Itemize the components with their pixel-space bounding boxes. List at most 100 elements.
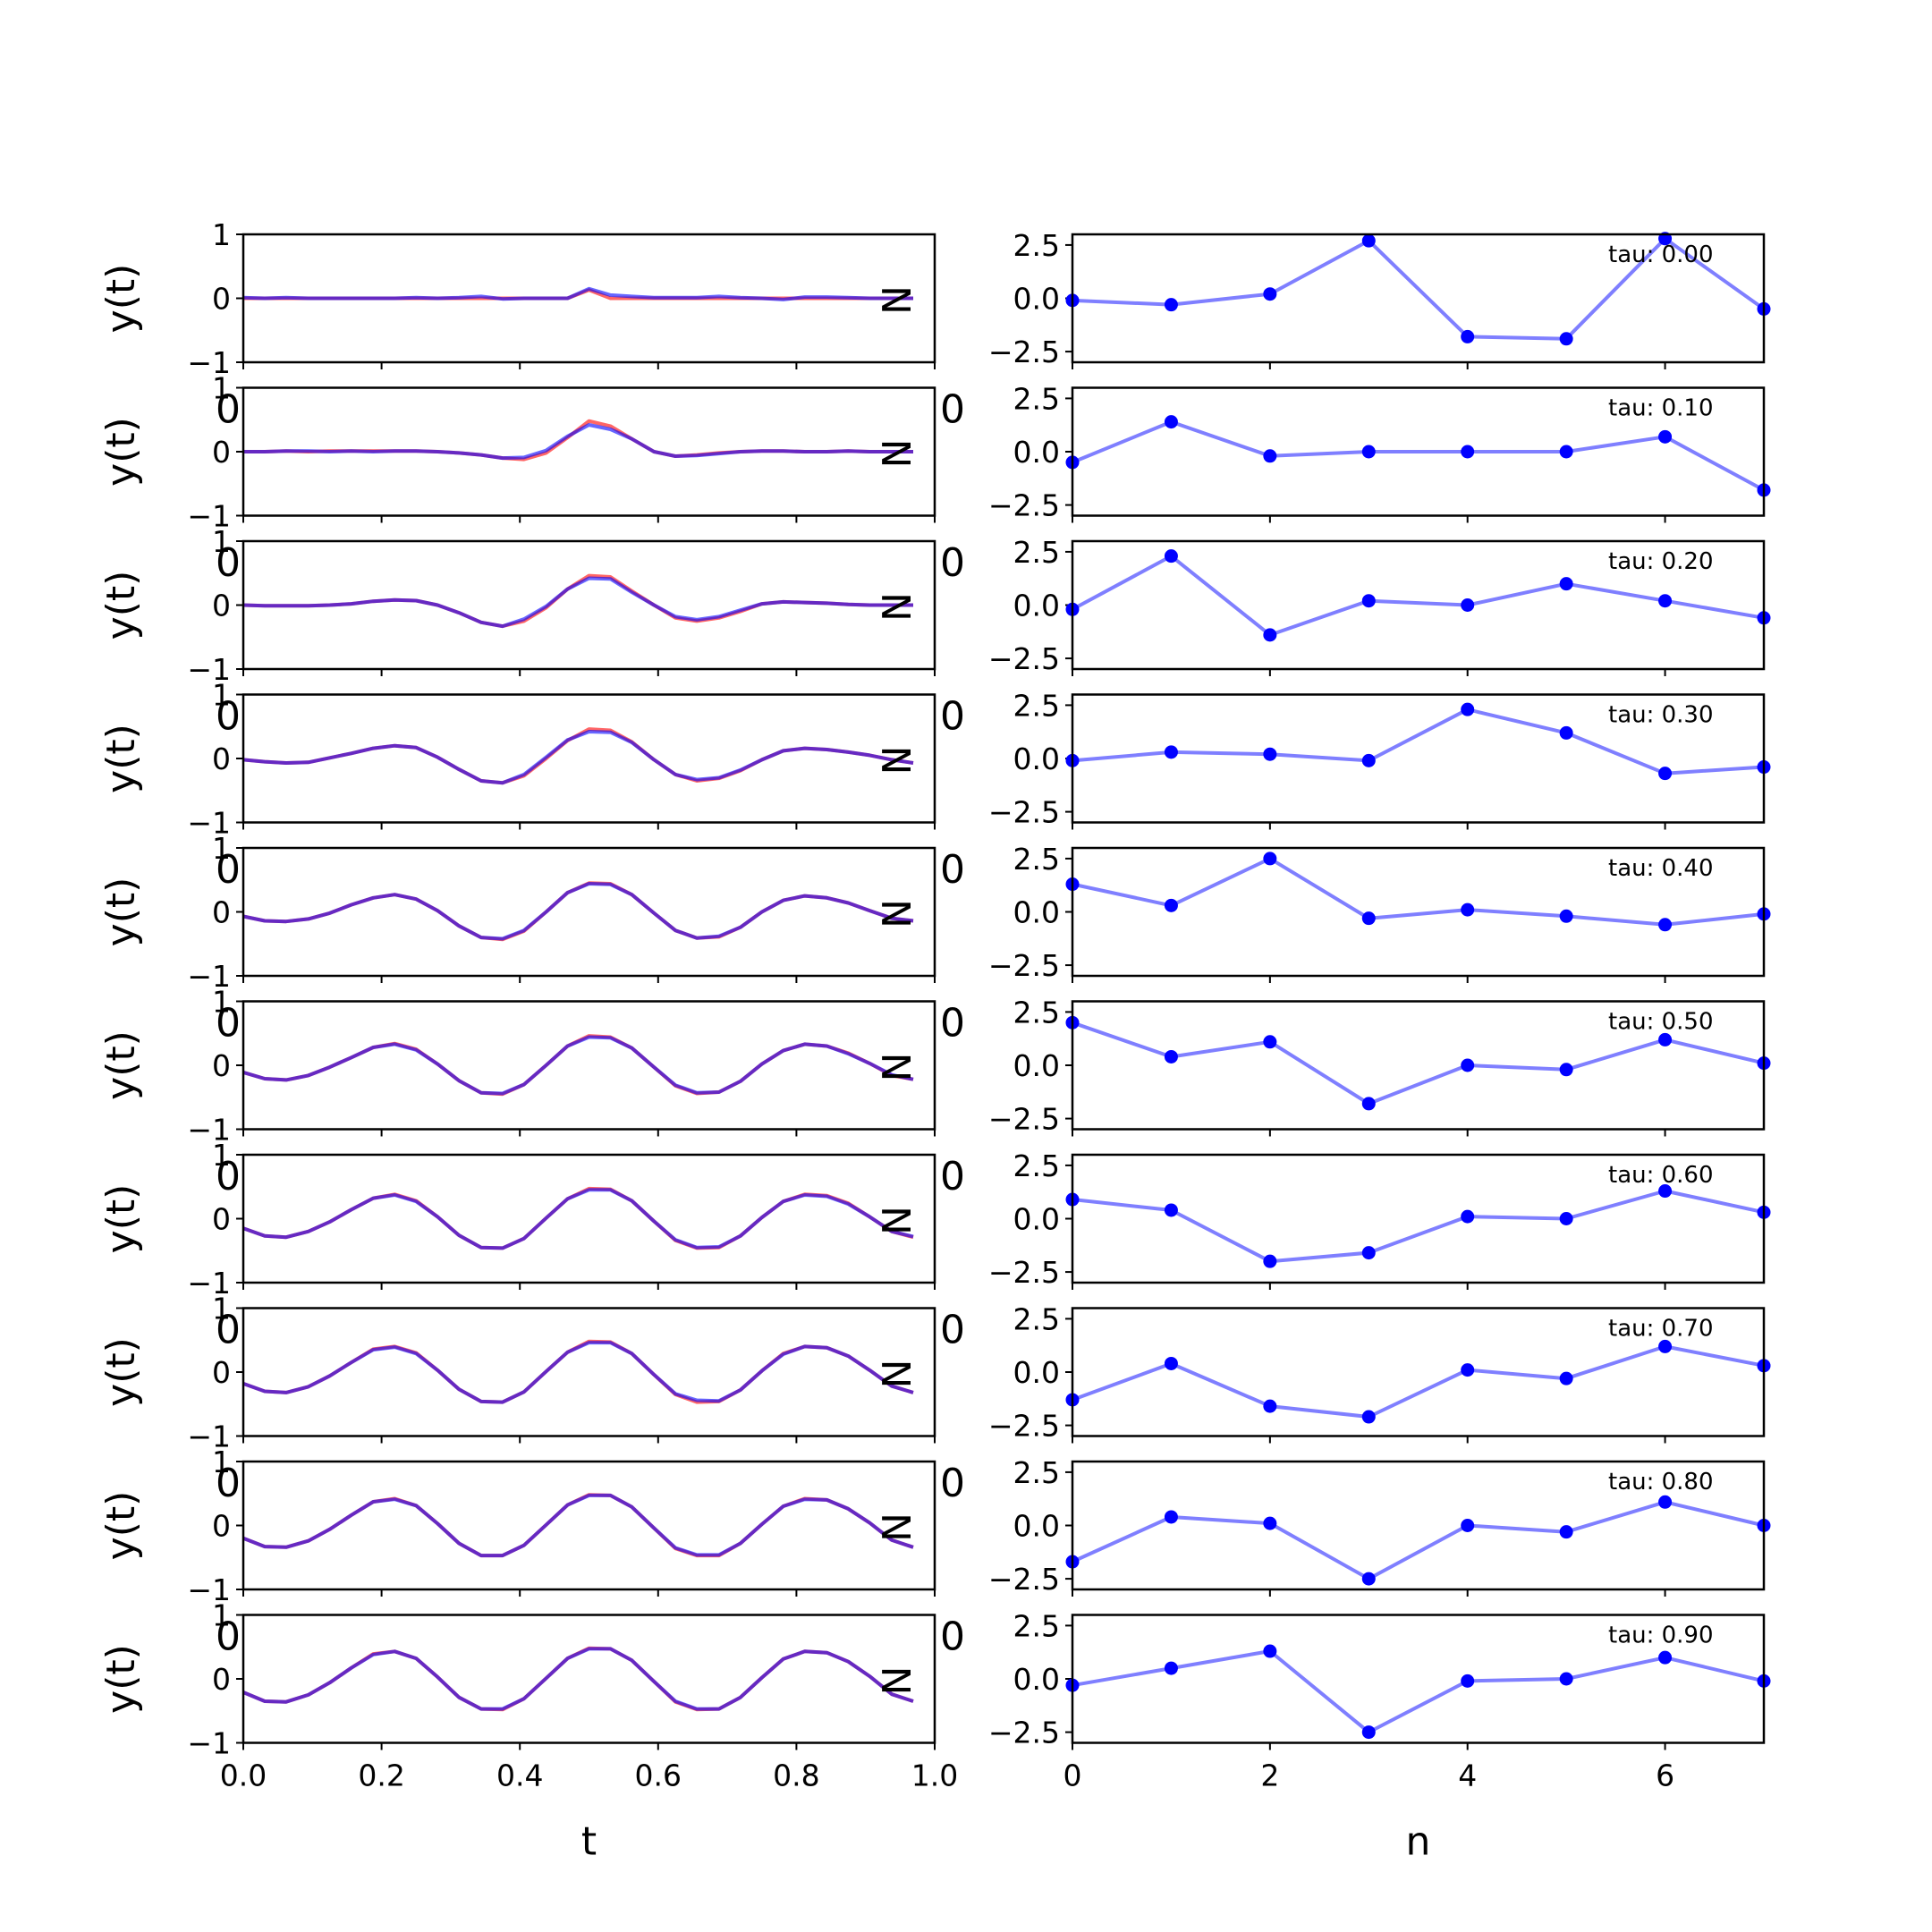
overlap-tick-text: 0 xyxy=(216,387,241,433)
y-tick-label: 1 xyxy=(212,985,231,1020)
y-tick-label: −1 xyxy=(187,652,231,687)
y-tick-label: −2.5 xyxy=(988,948,1060,983)
coefficient-point xyxy=(1361,594,1376,608)
series-line-reference xyxy=(242,1646,914,1712)
tau-label: tau: 0.20 xyxy=(1608,548,1714,575)
series-line-reference xyxy=(242,1186,914,1250)
y-tick-label: 0.0 xyxy=(1013,741,1060,776)
signal-panel: 10−1y(t) N0 0 xyxy=(98,1445,965,1607)
signal-panel: 10−1y(t) N0 0 xyxy=(98,1292,965,1454)
coefficient-line xyxy=(1072,708,1765,775)
coefficient-point xyxy=(1461,702,1475,716)
overlap-tick-text: 0 xyxy=(216,847,241,893)
tau-label: tau: 0.10 xyxy=(1608,395,1714,422)
y-tick-label: −1 xyxy=(187,499,231,534)
plot-frame xyxy=(242,1153,936,1284)
overlap-tick-text: 0 xyxy=(216,694,241,740)
coefficient-point xyxy=(1658,1032,1673,1046)
coefficient-panel: 2.5 0.0 −2.5 tau: 0.20 xyxy=(988,535,1771,676)
coefficient-point xyxy=(1164,898,1178,912)
tau-label: tau: 0.40 xyxy=(1608,855,1714,882)
y-axis-label: y(t) xyxy=(98,724,144,793)
coefficient-line xyxy=(1072,236,1766,341)
coefficient-line xyxy=(1072,1189,1765,1264)
coefficient-panel: 2.5 0.0 −2.5 tau: 0.70 xyxy=(988,1301,1771,1444)
coefficient-point xyxy=(1361,233,1376,248)
series-line-prediction xyxy=(242,730,914,785)
y-tick-label: −2.5 xyxy=(988,488,1060,523)
coefficient-point xyxy=(1559,909,1573,923)
overlap-tick-text: 0 xyxy=(940,847,965,893)
coefficient-point xyxy=(1658,1339,1673,1353)
coefficient-point xyxy=(1164,298,1178,312)
coefficient-panel: 2.5 0.0 −2.5 tau: 0.10 xyxy=(988,381,1771,523)
y-axis-label: y(t) xyxy=(98,1184,144,1254)
plot-frame xyxy=(242,846,936,978)
coefficient-point xyxy=(1263,287,1277,301)
y-tick-label: −1 xyxy=(187,959,231,994)
y-tick-label: 1 xyxy=(212,1445,231,1479)
series-line-reference xyxy=(242,1493,914,1558)
coefficient-point xyxy=(1658,429,1673,444)
plot-frame xyxy=(1071,1460,1766,1591)
coefficient-point xyxy=(1559,1212,1573,1225)
series-line-prediction xyxy=(243,423,913,461)
plot-frame xyxy=(242,1000,936,1131)
y-tick-label: 2.5 xyxy=(1013,842,1060,877)
coefficient-panel: 2.5 0.0 −2.5 tau: 0.80 xyxy=(988,1455,1771,1597)
overlap-tick-text: 0 xyxy=(940,694,965,740)
y-tick-label: 0 xyxy=(212,282,231,317)
coefficient-line xyxy=(1072,856,1765,927)
tau-label: tau: 0.50 xyxy=(1608,1009,1714,1036)
plot-frame xyxy=(1071,693,1766,824)
y-tick-label: −2.5 xyxy=(988,1255,1060,1290)
y-tick-label: 2.5 xyxy=(1013,1148,1060,1183)
series-line-prediction xyxy=(242,1493,914,1558)
y-axis-label: y(t) xyxy=(98,877,144,947)
x-tick-label: 0.8 xyxy=(773,1758,819,1793)
y-axis-label: y(t) xyxy=(98,264,144,334)
x-tick-label: 0.0 xyxy=(220,1758,267,1793)
x-tick-label: 2 xyxy=(1260,1758,1279,1793)
coefficient-point xyxy=(1263,747,1277,761)
y-tick-label: 0 xyxy=(212,589,231,623)
coefficient-panel: 2.5 0.0 −2.5 tau: 0.30 xyxy=(988,688,1771,830)
row-0: 1 0 −1 y(t) N 2.5 0.0 −2.5 tau: 0.00 xyxy=(98,217,1771,380)
coefficient-point xyxy=(1658,918,1673,932)
coefficient-line xyxy=(1072,1344,1765,1419)
signal-panel: 10−1y(t) N0 0 xyxy=(98,831,965,994)
coefficient-point xyxy=(1658,1495,1673,1509)
coefficient-point xyxy=(1361,445,1376,459)
y-tick-label: 0.0 xyxy=(1013,1355,1060,1390)
y-tick-label: 1 xyxy=(212,524,231,559)
y-axis-label: y(t) xyxy=(98,1644,144,1714)
coefficient-point xyxy=(1461,1674,1475,1688)
coefficient-point xyxy=(1361,753,1376,767)
side-label: N xyxy=(875,1666,920,1696)
overlap-tick-text: 0 xyxy=(216,540,241,586)
coefficient-point xyxy=(1263,1516,1277,1530)
series-line-reference xyxy=(242,881,914,942)
side-label: N xyxy=(875,439,920,469)
coefficient-point xyxy=(1164,549,1178,564)
y-tick-label: −1 xyxy=(187,1113,231,1148)
signal-panel: 10−1y(t) N0 0 xyxy=(98,524,965,687)
plot-frame xyxy=(1071,233,1766,364)
coefficient-point xyxy=(1164,745,1178,759)
coefficient-point xyxy=(1361,1246,1376,1260)
series-line-prediction xyxy=(242,1341,914,1404)
side-label: N xyxy=(875,1206,920,1235)
overlap-tick-text: 0 xyxy=(940,1614,965,1660)
y-tick-label: 2.5 xyxy=(1013,381,1060,416)
signal-panel: 1 0 −1 y(t) N xyxy=(98,217,936,380)
coefficient-point xyxy=(1361,911,1376,926)
coefficient-line xyxy=(1072,419,1765,492)
y-tick-label: 0 xyxy=(212,741,231,776)
coefficient-point xyxy=(1658,594,1673,608)
series-line-prediction xyxy=(242,576,913,629)
y-tick-label: 2.5 xyxy=(1013,1301,1060,1336)
coefficient-line xyxy=(1072,1649,1765,1734)
